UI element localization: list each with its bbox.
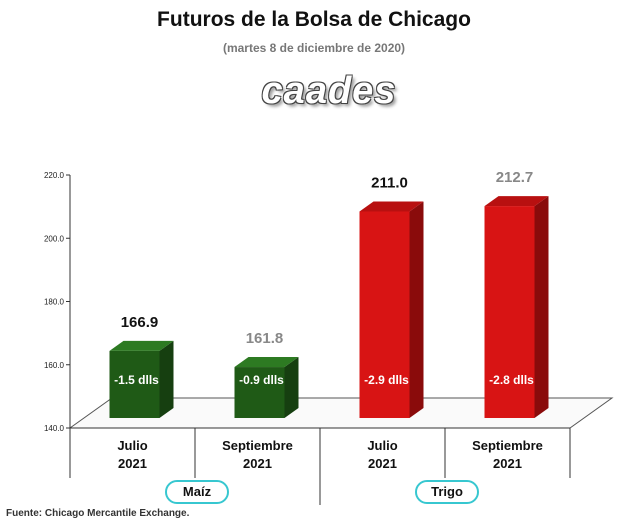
- bar-side: [409, 201, 424, 418]
- bar-value-label: 161.8: [246, 330, 284, 347]
- x-category-label: Septiembre: [222, 438, 293, 453]
- bar-top: [484, 196, 549, 207]
- x-category-year-label: 2021: [493, 456, 522, 471]
- x-category-year-label: 2021: [243, 456, 272, 471]
- chart-title: Futuros de la Bolsa de Chicago: [157, 8, 471, 31]
- bar-top: [359, 201, 424, 212]
- x-category-label: Septiembre: [472, 438, 543, 453]
- source-note: Fuente: Chicago Mercantile Exchange.: [6, 508, 190, 519]
- bar-change-label: -1.5 dlls: [114, 373, 159, 387]
- bar: [484, 206, 535, 418]
- bar-change-label: -0.9 dlls: [239, 373, 284, 387]
- x-category-year-label: 2021: [118, 456, 147, 471]
- group-label-maiz: Maíz: [165, 480, 229, 504]
- bar-change-label: -2.9 dlls: [364, 373, 409, 387]
- bar: [359, 211, 410, 418]
- chart-subtitle: (martes 8 de diciembre de 2020): [222, 41, 406, 55]
- bar: [234, 367, 285, 418]
- y-tick-label: 200.0: [44, 234, 65, 243]
- bar-top: [234, 357, 299, 368]
- bar-value-label: 212.7: [496, 169, 534, 186]
- x-category-label: Julio: [367, 438, 397, 453]
- caades-logo: caades: [261, 70, 397, 112]
- x-category-label: Julio: [117, 438, 147, 453]
- y-tick-label: 140.0: [44, 424, 65, 433]
- y-tick-label: 220.0: [44, 171, 65, 180]
- x-category-year-label: 2021: [368, 456, 397, 471]
- bar-side: [534, 196, 549, 418]
- bar-change-label: -2.8 dlls: [489, 373, 534, 387]
- y-tick-label: 180.0: [44, 298, 65, 307]
- y-tick-label: 160.0: [44, 361, 65, 370]
- bar-value-label: 211.0: [371, 174, 408, 191]
- bar-value-label: 166.9: [121, 314, 159, 331]
- group-label-trigo: Trigo: [415, 480, 479, 504]
- bar-side: [284, 357, 299, 418]
- bar-top: [109, 340, 174, 351]
- bar: [109, 350, 160, 418]
- bar-side: [159, 340, 174, 418]
